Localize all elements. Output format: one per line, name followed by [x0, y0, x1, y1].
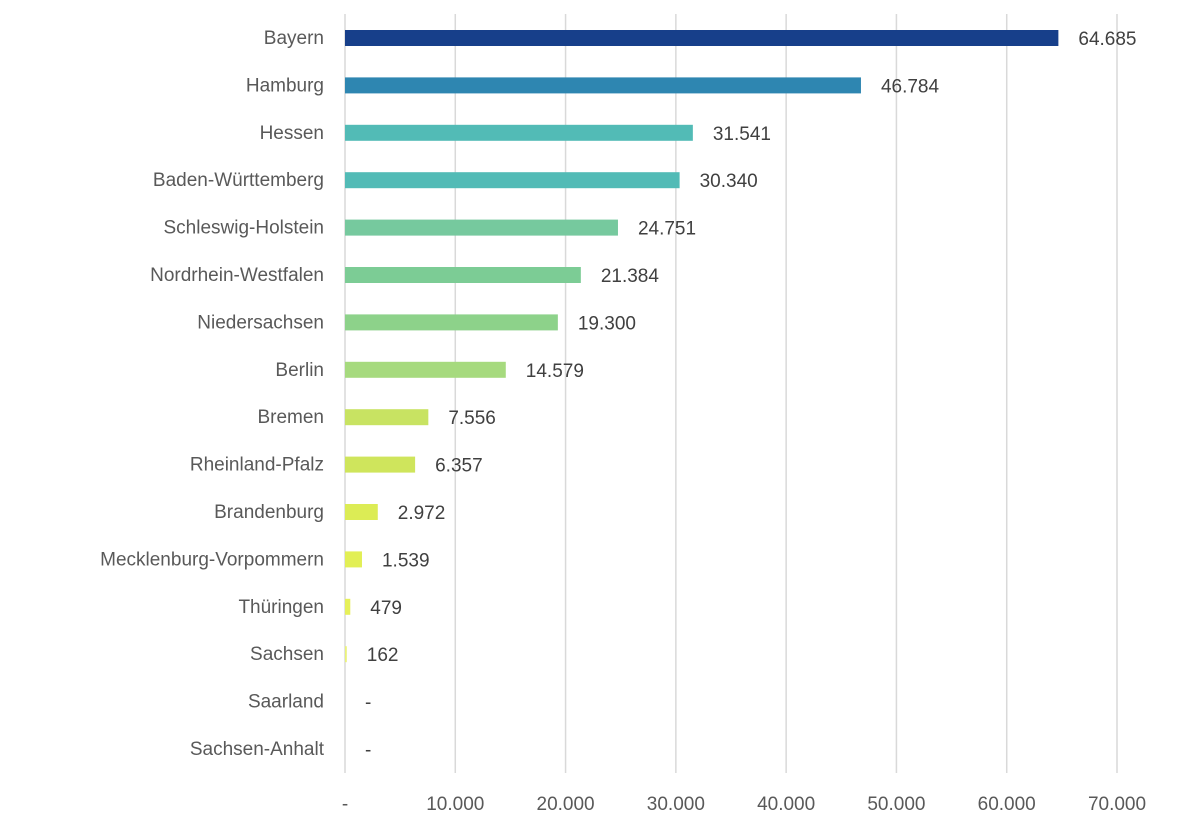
category-label: Hessen — [260, 123, 324, 144]
data-label: 14.579 — [526, 361, 584, 382]
data-label: 2.972 — [398, 503, 446, 524]
x-tick-label: 50.000 — [867, 794, 925, 815]
x-tick-label: 30.000 — [647, 794, 705, 815]
x-tick-label: 70.000 — [1088, 794, 1146, 815]
bar — [345, 172, 680, 189]
data-label: 64.685 — [1078, 29, 1136, 50]
category-label: Brandenburg — [214, 502, 324, 523]
category-label: Rheinland-Pfalz — [190, 455, 324, 476]
bars — [345, 30, 1059, 663]
data-label: 479 — [370, 598, 402, 619]
data-label: 30.340 — [700, 171, 758, 192]
bar — [345, 598, 351, 615]
data-label: 162 — [367, 645, 399, 666]
category-label: Saarland — [248, 692, 324, 713]
data-label: 21.384 — [601, 266, 660, 287]
x-tick-label: 20.000 — [537, 794, 595, 815]
bar — [345, 314, 558, 331]
bar — [345, 267, 581, 283]
category-label: Niedersachsen — [197, 312, 324, 333]
category-label: Berlin — [275, 360, 324, 381]
bar — [345, 456, 416, 473]
category-label: Thüringen — [238, 597, 324, 618]
category-label: Bayern — [264, 28, 324, 49]
category-label: Sachsen — [250, 644, 324, 665]
bar — [345, 77, 861, 94]
bar — [345, 551, 362, 568]
x-tick-label: - — [342, 794, 348, 815]
data-label: 7.556 — [448, 408, 496, 429]
data-label: 24.751 — [638, 219, 696, 240]
bar — [345, 361, 506, 378]
data-label: 1.539 — [382, 550, 430, 571]
category-label: Schleswig-Holstein — [163, 218, 324, 239]
bar — [345, 124, 693, 141]
bar — [345, 409, 429, 426]
bar — [345, 219, 618, 236]
x-tick-label: 60.000 — [978, 794, 1036, 815]
labels: - 10.000 20.000 30.000 40.000 50.000 60.000 70.… — [100, 28, 1146, 815]
bar — [345, 646, 347, 663]
data-label: 6.357 — [435, 456, 483, 477]
data-label: 31.541 — [713, 124, 771, 145]
category-label: Sachsen-Anhalt — [190, 739, 325, 760]
category-label: Hamburg — [246, 75, 324, 96]
data-label: 19.300 — [578, 313, 636, 334]
category-label: Mecklenburg-Vorpommern — [100, 549, 324, 570]
data-label: - — [365, 740, 371, 761]
x-tick-label: 40.000 — [757, 794, 815, 815]
bar — [345, 30, 1059, 46]
category-label: Bremen — [257, 407, 324, 428]
bar — [345, 504, 378, 520]
data-label: - — [365, 693, 371, 714]
x-tick-label: 10.000 — [426, 794, 484, 815]
category-label: Nordrhein-Westfalen — [150, 265, 324, 286]
category-label: Baden-Württemberg — [153, 170, 324, 191]
data-label: 46.784 — [881, 76, 940, 97]
